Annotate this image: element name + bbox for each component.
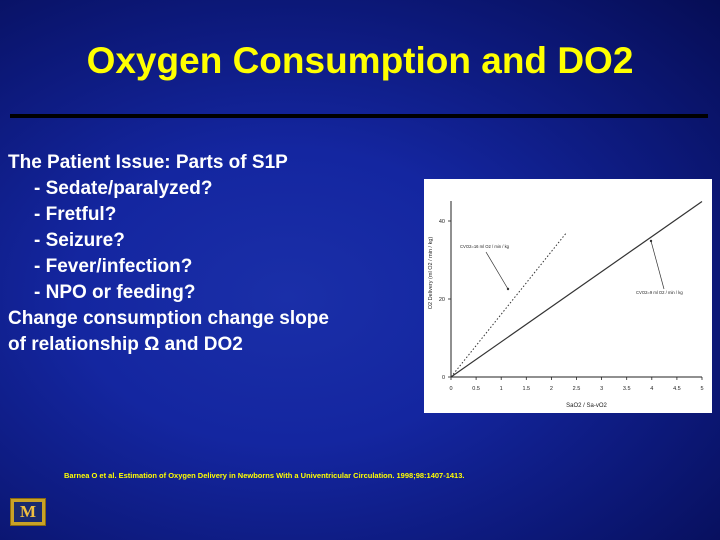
body-line: - Fever/infection? [34, 256, 193, 277]
body-line: of relationship Ω and DO2 [8, 334, 243, 355]
annotation-arrow-1 [485, 251, 509, 290]
x-tick-label: 3 [600, 386, 603, 392]
body-line: - Sedate/paralyzed? [34, 178, 213, 199]
x-axis-label: SaO2 / Sa-vO2 [566, 403, 607, 409]
annotation-arrow-2 [650, 240, 665, 290]
x-tick-label: 4.5 [673, 386, 681, 392]
body-line: - NPO or feeding? [34, 282, 196, 303]
body-line: The Patient Issue: Parts of S1P [8, 152, 288, 173]
series-line-2 [450, 201, 703, 378]
x-tick-label: 0.5 [472, 386, 480, 392]
x-tick-label: 1 [500, 386, 503, 392]
x-tick-label: 0 [449, 386, 452, 392]
university-logo: M [10, 498, 46, 526]
citation: Barnea O et al. Estimation of Oxygen Del… [64, 471, 465, 480]
x-tick-label: 2.5 [573, 386, 581, 392]
y-tick-label: 40 [439, 219, 445, 225]
logo-letter: M [14, 502, 42, 522]
series-annotation-2: CVO2=9 ml O2 / min / kg [636, 290, 683, 295]
x-tick-label: 3.5 [623, 386, 631, 392]
slide-title: Oxygen Consumption and DO2 [86, 40, 634, 81]
x-tick-label: 4 [650, 386, 653, 392]
x-tick-label: 1.5 [522, 386, 530, 392]
series-line-1 [450, 232, 567, 378]
annotation-arrowhead-1 [506, 287, 510, 291]
annotation-arrowhead-2 [649, 239, 653, 243]
slide-body: The Patient Issue: Parts of S1P - Sedate… [8, 150, 428, 358]
chart-panel: 0 0.5 1 1.5 2 2.5 3 3.5 4 4.5 5 0 20 40 SaO2 / Sa-vO2 O… [424, 179, 712, 413]
title-divider [10, 114, 708, 118]
body-line: - Seizure? [34, 230, 125, 251]
body-line: Change consumption change slope [8, 308, 329, 329]
y-tick-label: 20 [439, 297, 445, 303]
oxygen-delivery-chart: 0 0.5 1 1.5 2 2.5 3 3.5 4 4.5 5 0 20 40 SaO2 / Sa-vO2 O… [428, 201, 704, 409]
body-line: - Fretful? [34, 204, 117, 225]
x-tick-label: 5 [700, 386, 703, 392]
y-axis-label: O2 Delivery (ml O2 / min / kg) [428, 237, 434, 310]
y-tick-label: 0 [442, 375, 445, 381]
series-annotation-1: CVO2=16 ml O2 / min / kg [460, 244, 510, 249]
x-tick-label: 2 [550, 386, 553, 392]
